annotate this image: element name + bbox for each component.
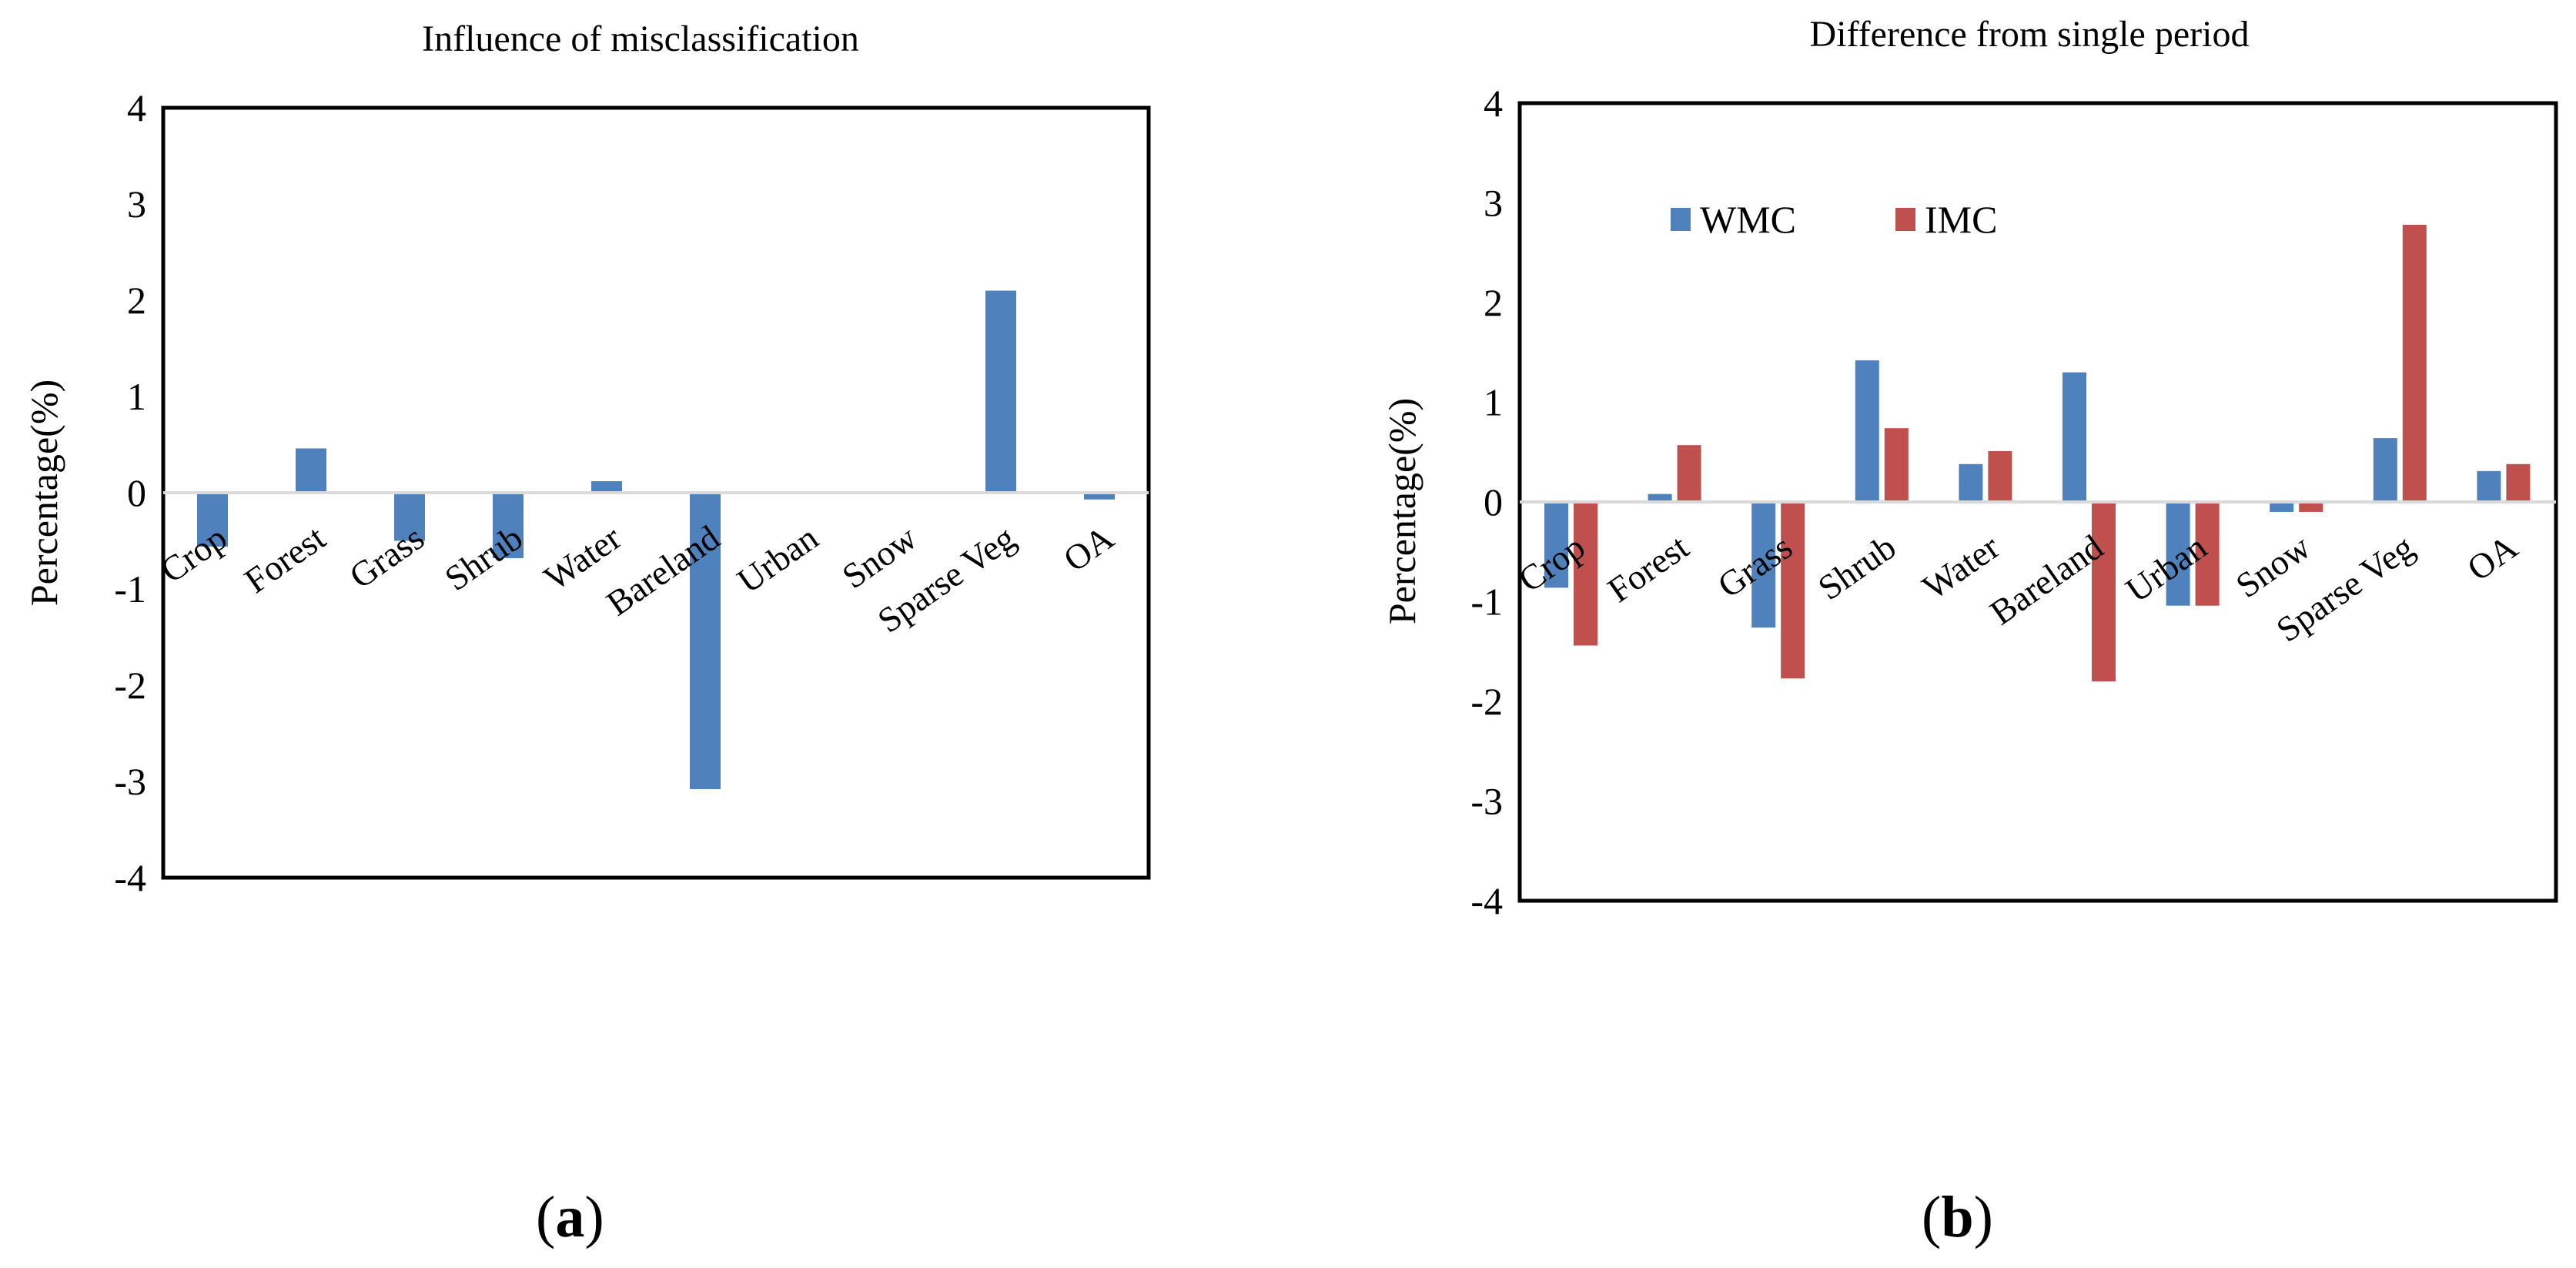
- panel-label-a: (a): [536, 1185, 604, 1250]
- bar-forest: [296, 448, 326, 493]
- category-tick-label: Forest: [1601, 527, 1696, 610]
- y-tick-label: 4: [1484, 82, 1503, 125]
- bar-water-wmc: [1959, 463, 1983, 502]
- y-tick-label: 4: [127, 86, 146, 129]
- bar-water-imc: [1988, 450, 2012, 502]
- chart-b-legend: WMC IMC: [1671, 198, 1997, 241]
- y-tick-label: 1: [1484, 381, 1503, 424]
- bar-crop-wmc: [1544, 502, 1568, 588]
- bar-grass-wmc: [1751, 502, 1776, 628]
- bar-urban-wmc: [2166, 502, 2190, 606]
- category-tick-label: OA: [1056, 517, 1121, 579]
- bar-forest-wmc: [1648, 493, 1672, 502]
- bar-oa-wmc: [2477, 470, 2501, 502]
- y-tick-label: 0: [127, 471, 146, 514]
- bar-crop-imc: [1574, 502, 1597, 646]
- bar-bareland: [690, 493, 721, 789]
- chart-a-title: Influence of misclassification: [422, 18, 859, 59]
- legend-label-wmc: WMC: [1700, 198, 1796, 241]
- y-tick-label: 3: [127, 182, 146, 226]
- legend-label-imc: IMC: [1925, 198, 1997, 241]
- bar-sparse-veg-wmc: [2373, 438, 2397, 502]
- y-tick-label: 3: [1484, 182, 1503, 225]
- bar-oa-imc: [2506, 463, 2531, 502]
- bar-bareland-imc: [2092, 502, 2116, 682]
- panel-label-a-letter: a: [555, 1185, 585, 1250]
- bar-crop: [197, 493, 228, 547]
- panel-label-b: (b): [1922, 1185, 1993, 1250]
- legend-swatch-imc: [1895, 208, 1915, 231]
- y-tick-label: 2: [127, 279, 146, 322]
- category-tick-label: Shrub: [1811, 527, 1902, 607]
- bar-sparse-veg: [985, 290, 1016, 493]
- bar-grass: [394, 493, 425, 541]
- y-tick-label: -1: [1470, 580, 1503, 624]
- bar-snow-imc: [2299, 502, 2323, 512]
- y-tick-label: -1: [114, 567, 146, 611]
- chart-b-title: Difference from single period: [1810, 14, 2250, 55]
- y-tick-label: 2: [1484, 281, 1503, 324]
- bar-shrub-wmc: [1855, 360, 1879, 502]
- y-tick-label: -3: [114, 760, 146, 803]
- y-tick-label: 1: [127, 375, 146, 418]
- category-tick-label: Urban: [730, 517, 825, 601]
- bar-snow-wmc: [2270, 502, 2294, 512]
- bar-urban-imc: [2195, 502, 2220, 606]
- y-tick-label: -4: [1470, 879, 1503, 922]
- bar-shrub: [493, 493, 524, 558]
- y-tick-label: -4: [114, 856, 146, 899]
- category-tick-label: Forest: [237, 517, 333, 601]
- bar-sparse-veg-imc: [2402, 224, 2427, 502]
- bar-shrub-imc: [1884, 428, 1909, 502]
- y-tick-label: 0: [1484, 480, 1503, 524]
- chart-b-y-axis-label: Percentage(%): [1380, 398, 1423, 624]
- bar-grass-imc: [1781, 502, 1805, 679]
- category-tick-label: OA: [2460, 527, 2524, 588]
- chart-a-y-axis-label: Percentage(%): [22, 380, 65, 606]
- bar-forest-imc: [1677, 445, 1701, 502]
- chart-b: Difference from single period Percentage…: [1380, 14, 2558, 922]
- category-tick-label: Bareland: [1982, 527, 2109, 632]
- bar-water: [591, 481, 622, 493]
- panel-label-b-letter: b: [1941, 1185, 1974, 1250]
- chart-a: Influence of misclassification Percentag…: [22, 18, 1151, 899]
- bar-oa: [1084, 493, 1115, 500]
- bar-bareland-wmc: [2062, 372, 2086, 502]
- legend-swatch-wmc: [1671, 208, 1691, 231]
- y-tick-label: -2: [114, 664, 146, 707]
- y-tick-label: -2: [1470, 680, 1503, 723]
- y-tick-label: -3: [1470, 780, 1503, 823]
